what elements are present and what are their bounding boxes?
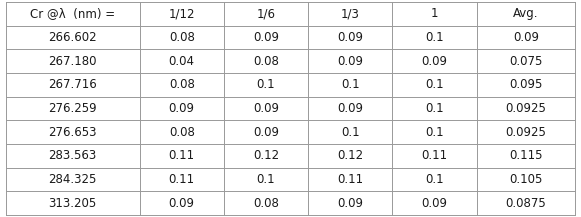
Text: Cr @λ  (nm) =: Cr @λ (nm) = bbox=[30, 7, 115, 20]
Text: 0.08: 0.08 bbox=[169, 31, 195, 44]
Text: 0.0925: 0.0925 bbox=[505, 126, 546, 139]
Text: 0.115: 0.115 bbox=[509, 149, 543, 162]
Text: 0.09: 0.09 bbox=[338, 197, 363, 210]
Text: 0.105: 0.105 bbox=[510, 173, 543, 186]
Text: 266.602: 266.602 bbox=[48, 31, 97, 44]
Text: 0.12: 0.12 bbox=[337, 149, 363, 162]
Text: 0.1: 0.1 bbox=[341, 78, 360, 91]
Text: 0.09: 0.09 bbox=[253, 102, 279, 115]
Text: 0.1: 0.1 bbox=[257, 78, 275, 91]
Text: 1/6: 1/6 bbox=[257, 7, 275, 20]
Text: 0.1: 0.1 bbox=[425, 78, 444, 91]
Text: 0.11: 0.11 bbox=[168, 149, 195, 162]
Text: 276.653: 276.653 bbox=[48, 126, 97, 139]
Text: 0.08: 0.08 bbox=[169, 126, 195, 139]
Text: 1: 1 bbox=[431, 7, 438, 20]
Text: 0.11: 0.11 bbox=[337, 173, 363, 186]
Text: 0.09: 0.09 bbox=[253, 31, 279, 44]
Text: 0.09: 0.09 bbox=[338, 31, 363, 44]
Text: 0.1: 0.1 bbox=[257, 173, 275, 186]
Text: 276.259: 276.259 bbox=[48, 102, 97, 115]
Text: 284.325: 284.325 bbox=[49, 173, 97, 186]
Text: 1/12: 1/12 bbox=[168, 7, 195, 20]
Text: 0.1: 0.1 bbox=[425, 126, 444, 139]
Text: 0.08: 0.08 bbox=[253, 55, 279, 68]
Text: 0.09: 0.09 bbox=[168, 102, 195, 115]
Text: 313.205: 313.205 bbox=[49, 197, 97, 210]
Text: 267.180: 267.180 bbox=[48, 55, 97, 68]
Text: 0.09: 0.09 bbox=[338, 55, 363, 68]
Text: 0.1: 0.1 bbox=[425, 31, 444, 44]
Text: 0.09: 0.09 bbox=[513, 31, 539, 44]
Text: 0.09: 0.09 bbox=[253, 126, 279, 139]
Text: 0.095: 0.095 bbox=[510, 78, 543, 91]
Text: 0.08: 0.08 bbox=[253, 197, 279, 210]
Text: 283.563: 283.563 bbox=[49, 149, 97, 162]
Text: 0.08: 0.08 bbox=[169, 78, 195, 91]
Text: 0.1: 0.1 bbox=[341, 126, 360, 139]
Text: 0.04: 0.04 bbox=[168, 55, 195, 68]
Text: Avg.: Avg. bbox=[513, 7, 539, 20]
Text: 0.11: 0.11 bbox=[421, 149, 447, 162]
Text: 0.1: 0.1 bbox=[425, 102, 444, 115]
Text: 1/3: 1/3 bbox=[341, 7, 360, 20]
Text: 0.09: 0.09 bbox=[422, 197, 447, 210]
Text: 0.09: 0.09 bbox=[168, 197, 195, 210]
Text: 0.12: 0.12 bbox=[253, 149, 279, 162]
Text: 0.0875: 0.0875 bbox=[505, 197, 546, 210]
Text: 0.1: 0.1 bbox=[425, 173, 444, 186]
Text: 0.09: 0.09 bbox=[422, 55, 447, 68]
Text: 0.075: 0.075 bbox=[510, 55, 543, 68]
Text: 267.716: 267.716 bbox=[48, 78, 97, 91]
Text: 0.0925: 0.0925 bbox=[505, 102, 546, 115]
Text: 0.11: 0.11 bbox=[168, 173, 195, 186]
Text: 0.09: 0.09 bbox=[338, 102, 363, 115]
